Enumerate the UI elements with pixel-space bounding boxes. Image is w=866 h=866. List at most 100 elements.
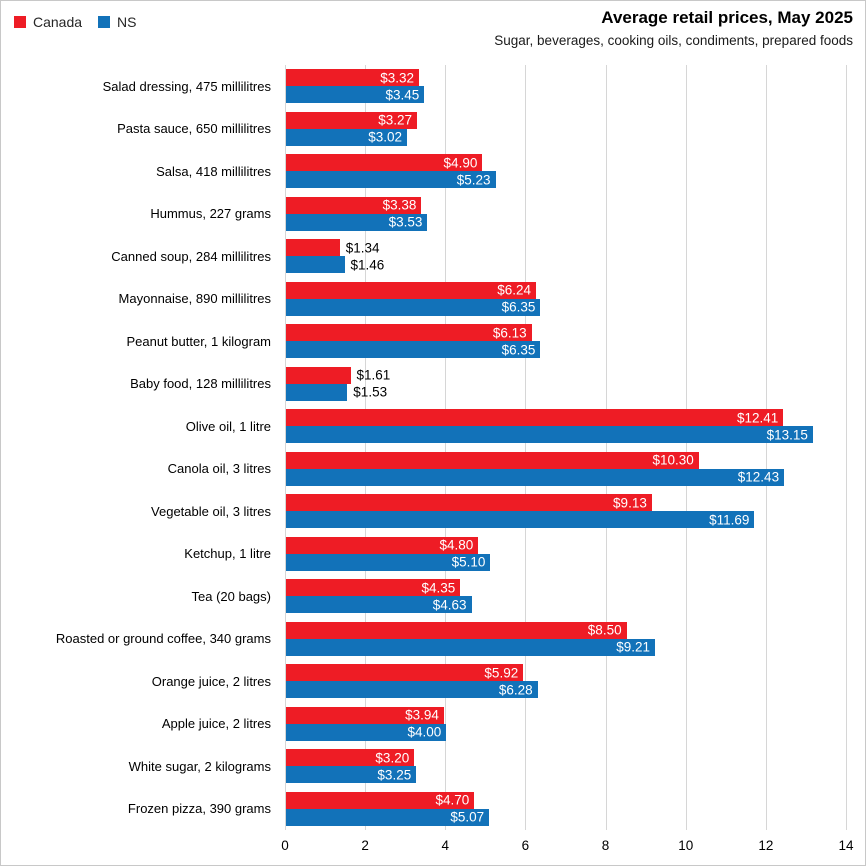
bar-value-label: $5.23: [456, 172, 491, 187]
gridline: [525, 65, 527, 830]
x-axis-tick: 10: [678, 838, 694, 853]
chart-title: Average retail prices, May 2025: [601, 8, 853, 27]
category-label: White sugar, 2 kilograms: [128, 758, 271, 774]
bar-ns: $3.25: [286, 766, 417, 784]
x-axis-tick: 0: [281, 838, 289, 853]
bar-ns: $6.35: [286, 298, 541, 316]
canada-swatch-icon: [14, 16, 26, 28]
bar-canada: $3.32: [286, 69, 420, 87]
bar-value-label: $5.92: [484, 665, 519, 680]
bar-canada: $6.24: [286, 281, 537, 299]
bar-ns: $3.45: [286, 86, 425, 104]
category-label: Tea (20 bags): [191, 588, 272, 604]
bar-canada: $8.50: [286, 621, 627, 639]
bar-value-label: $3.27: [378, 112, 413, 128]
bar-value-label: $12.41: [736, 410, 779, 425]
category-label: Apple juice, 2 litres: [161, 716, 271, 732]
category-label: Ketchup, 1 litre: [184, 546, 271, 562]
bar-value-label: $6.24: [497, 282, 532, 298]
bar-canada: $6.13: [286, 324, 532, 342]
bar-value-label: $6.35: [501, 299, 536, 315]
bar-value-label: $1.34: [345, 240, 380, 255]
bar-canada: $10.30: [286, 451, 699, 469]
legend-label-ns: NS: [117, 14, 137, 30]
bar-ns: $3.53: [286, 213, 428, 231]
bar-value-label: $3.53: [388, 214, 423, 230]
bar-canada: $4.80: [286, 536, 479, 554]
bar-ns: $12.43: [286, 468, 785, 486]
x-axis: 0 2 4 6 8 10 12 14: [281, 838, 853, 858]
bar-value-label: $9.13: [613, 495, 647, 510]
bar-canada: $3.27: [286, 111, 418, 129]
bar-value-label: $1.61: [356, 367, 391, 383]
category-label: Vegetable oil, 3 litres: [151, 503, 271, 519]
bar-value-label: $6.35: [501, 342, 536, 357]
ns-swatch-icon: [98, 16, 111, 28]
bar-value-label: $10.30: [652, 452, 694, 468]
bar-canada: $3.38: [286, 196, 422, 214]
bar-ns: $4.00: [286, 723, 447, 741]
category-axis: Salad dressing, 475 millilitres Pasta sau…: [1, 65, 278, 830]
gridline: [365, 65, 367, 830]
gridline: [685, 65, 687, 830]
bar-canada: $12.41: [286, 409, 784, 427]
legend-label-canada: Canada: [33, 14, 83, 30]
bar-ns: $1.46: [286, 256, 384, 274]
bar-ns: $5.07: [286, 808, 490, 826]
title-block: Average retail prices, May 2025 Sugar, b…: [494, 8, 853, 48]
bar-canada: $4.90: [286, 154, 483, 172]
bar-value-label: $3.32: [380, 70, 415, 85]
bar-value-label: $4.70: [435, 792, 470, 808]
legend: Canada NS: [14, 14, 137, 30]
legend-item-canada: Canada: [14, 14, 82, 30]
bar-value-label: $12.43: [737, 469, 780, 485]
bar-ns: $1.53: [286, 383, 387, 401]
plot-area: $3.32 $3.45 $3.27 $3.02 $4.90 $5.23 $3.38 $3.53…: [285, 65, 847, 830]
category-label: Peanut butter, 1 kilogram: [126, 333, 271, 349]
bar-canada: $9.13: [286, 494, 652, 512]
x-axis-tick: 6: [521, 838, 530, 853]
category-label: Olive oil, 1 litre: [185, 418, 271, 434]
bar-ns: $6.28: [286, 681, 538, 699]
bar-value-label: $4.63: [432, 597, 467, 612]
category-label: Frozen pizza, 390 grams: [127, 801, 271, 817]
category-label: Pasta sauce, 650 millilitres: [117, 121, 271, 137]
category-label: Roasted or ground coffee, 340 grams: [55, 631, 271, 647]
category-label: Canola oil, 3 litres: [167, 461, 271, 477]
chart-subtitle: Sugar, beverages, cooking oils, condimen…: [494, 33, 853, 48]
bar-value-label: $6.13: [492, 325, 527, 340]
bar-value-label: $3.94: [405, 707, 439, 723]
bar-value-label: $1.46: [350, 257, 385, 272]
bar-value-label: $3.38: [382, 197, 417, 213]
bar-canada: $1.61: [286, 366, 390, 384]
category-label: Orange juice, 2 litres: [151, 673, 271, 689]
bar-ns: $5.23: [286, 171, 496, 189]
bar-value-label: $9.21: [616, 639, 651, 655]
category-label: Salad dressing, 475 millilitres: [102, 78, 271, 94]
bar-ns: $4.63: [286, 596, 472, 614]
gridline: [846, 65, 847, 830]
bar-value-label: $3.25: [377, 767, 412, 782]
bar-canada: $4.35: [286, 579, 461, 597]
bar-ns: $5.10: [286, 553, 491, 571]
bar-value-label: $4.90: [443, 155, 478, 170]
bar-value-label: $4.35: [421, 580, 456, 595]
bar-value-label: $3.45: [385, 87, 420, 102]
bar-canada: $3.94: [286, 706, 444, 724]
bar-canada: $5.92: [286, 664, 524, 682]
category-label: Baby food, 128 millilitres: [130, 376, 271, 392]
x-axis-tick: 2: [361, 838, 369, 853]
bar-value-label: $6.28: [498, 682, 533, 697]
bar-value-label: $3.02: [368, 129, 403, 145]
bar-value-label: $5.07: [450, 809, 485, 825]
bar-value-label: $4.00: [407, 724, 442, 740]
bar-value-label: $3.20: [375, 750, 410, 765]
gridline: [445, 65, 447, 830]
bar-canada: $3.20: [286, 749, 415, 767]
category-label: Mayonnaise, 890 millilitres: [118, 291, 271, 307]
bar-canada: $4.70: [286, 791, 475, 809]
bar-value-label: $4.80: [439, 537, 474, 553]
gridline: [605, 65, 607, 830]
gridline: [765, 65, 767, 830]
x-axis-tick: 14: [838, 838, 854, 853]
